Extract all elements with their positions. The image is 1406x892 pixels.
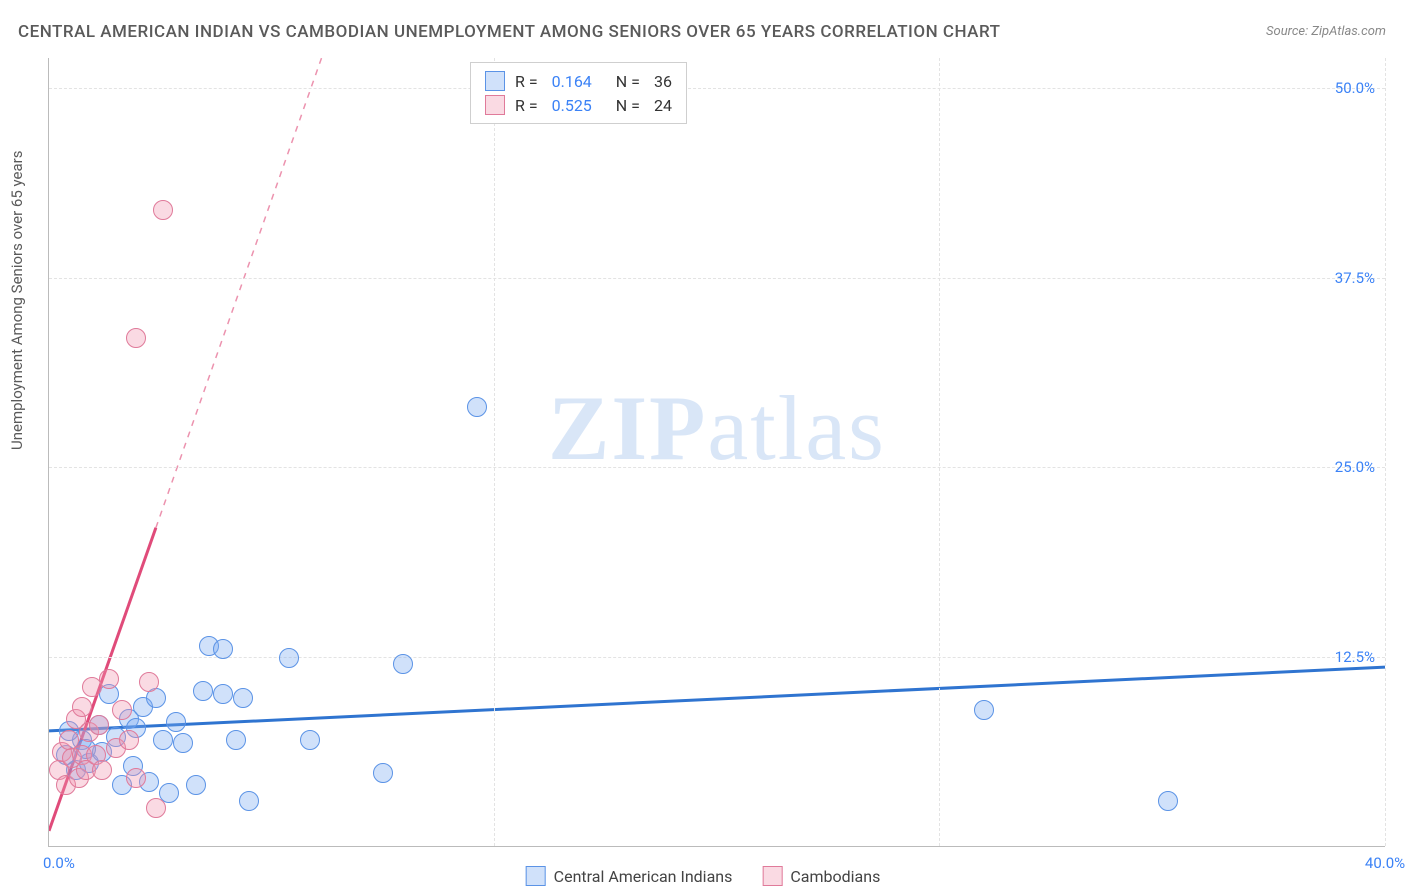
r-value-cai: 0.164: [552, 72, 592, 91]
scatter-point-cam: [126, 328, 146, 348]
legend-swatch-cai: [526, 866, 546, 886]
regression-line-cam-dashed: [156, 58, 322, 528]
gridline-horizontal: [49, 278, 1385, 279]
scatter-point-cam: [89, 715, 109, 735]
gridline-vertical: [1385, 58, 1386, 846]
scatter-point-cai: [213, 684, 233, 704]
legend-swatch-cai: [485, 71, 505, 91]
scatter-point-cam: [92, 760, 112, 780]
watermark-atlas: atlas: [707, 377, 886, 479]
legend-item-cam: Cambodians: [762, 866, 880, 886]
y-tick-label: 37.5%: [1335, 269, 1375, 287]
n-label: N =: [616, 72, 640, 91]
scatter-point-cai: [226, 730, 246, 750]
gridline-horizontal: [49, 467, 1385, 468]
scatter-point-cai: [239, 791, 259, 811]
gridline-vertical: [939, 58, 940, 846]
scatter-point-cam: [99, 669, 119, 689]
scatter-point-cai: [974, 700, 994, 720]
legend-label-cai: Central American Indians: [554, 867, 733, 886]
scatter-point-cam: [146, 798, 166, 818]
scatter-point-cai: [300, 730, 320, 750]
x-tick-origin: 0.0%: [43, 854, 75, 872]
legend-label-cam: Cambodians: [790, 867, 880, 886]
y-tick-label: 12.5%: [1335, 648, 1375, 666]
scatter-point-cai: [233, 688, 253, 708]
legend-stats-row-cai: R = 0.164 N = 36: [485, 69, 672, 93]
r-label: R =: [515, 96, 538, 115]
chart-plot-area: ZIPatlas 12.5%25.0%37.5%50.0%0.0%40.0%: [48, 58, 1385, 847]
n-label: N =: [616, 96, 640, 115]
y-tick-label: 25.0%: [1335, 458, 1375, 476]
scatter-point-cai: [279, 648, 299, 668]
n-value-cam: 24: [654, 96, 672, 115]
legend-swatch-cam: [485, 95, 505, 115]
watermark-zip: ZIP: [548, 377, 707, 479]
gridline-vertical: [494, 58, 495, 846]
scatter-point-cai: [193, 681, 213, 701]
scatter-point-cam: [112, 700, 132, 720]
legend-item-cai: Central American Indians: [526, 866, 733, 886]
scatter-point-cam: [139, 672, 159, 692]
scatter-point-cam: [153, 200, 173, 220]
scatter-point-cai: [393, 654, 413, 674]
r-value-cam: 0.525: [552, 96, 592, 115]
y-tick-label: 50.0%: [1335, 79, 1375, 97]
scatter-point-cai: [186, 775, 206, 795]
x-tick-label: 40.0%: [1365, 854, 1405, 872]
gridline-horizontal: [49, 88, 1385, 89]
scatter-point-cai: [1158, 791, 1178, 811]
scatter-point-cam: [126, 768, 146, 788]
scatter-point-cai: [173, 733, 193, 753]
r-label: R =: [515, 72, 538, 91]
scatter-point-cam: [72, 697, 92, 717]
scatter-point-cai: [373, 763, 393, 783]
legend-swatch-cam: [762, 866, 782, 886]
regression-lines-layer: [49, 58, 1385, 846]
scatter-point-cam: [119, 730, 139, 750]
scatter-point-cai: [467, 397, 487, 417]
gridline-horizontal: [49, 657, 1385, 658]
legend-series: Central American Indians Cambodians: [526, 866, 881, 886]
scatter-point-cai: [153, 730, 173, 750]
chart-title: CENTRAL AMERICAN INDIAN VS CAMBODIAN UNE…: [18, 22, 1000, 42]
watermark: ZIPatlas: [548, 375, 886, 481]
y-axis-label: Unemployment Among Seniors over 65 years: [8, 151, 26, 450]
scatter-point-cai: [213, 639, 233, 659]
n-value-cai: 36: [654, 72, 672, 91]
scatter-point-cai: [166, 712, 186, 732]
source-label: Source: ZipAtlas.com: [1266, 24, 1386, 39]
legend-stats: R = 0.164 N = 36 R = 0.525 N = 24: [470, 62, 687, 124]
legend-stats-row-cam: R = 0.525 N = 24: [485, 93, 672, 117]
